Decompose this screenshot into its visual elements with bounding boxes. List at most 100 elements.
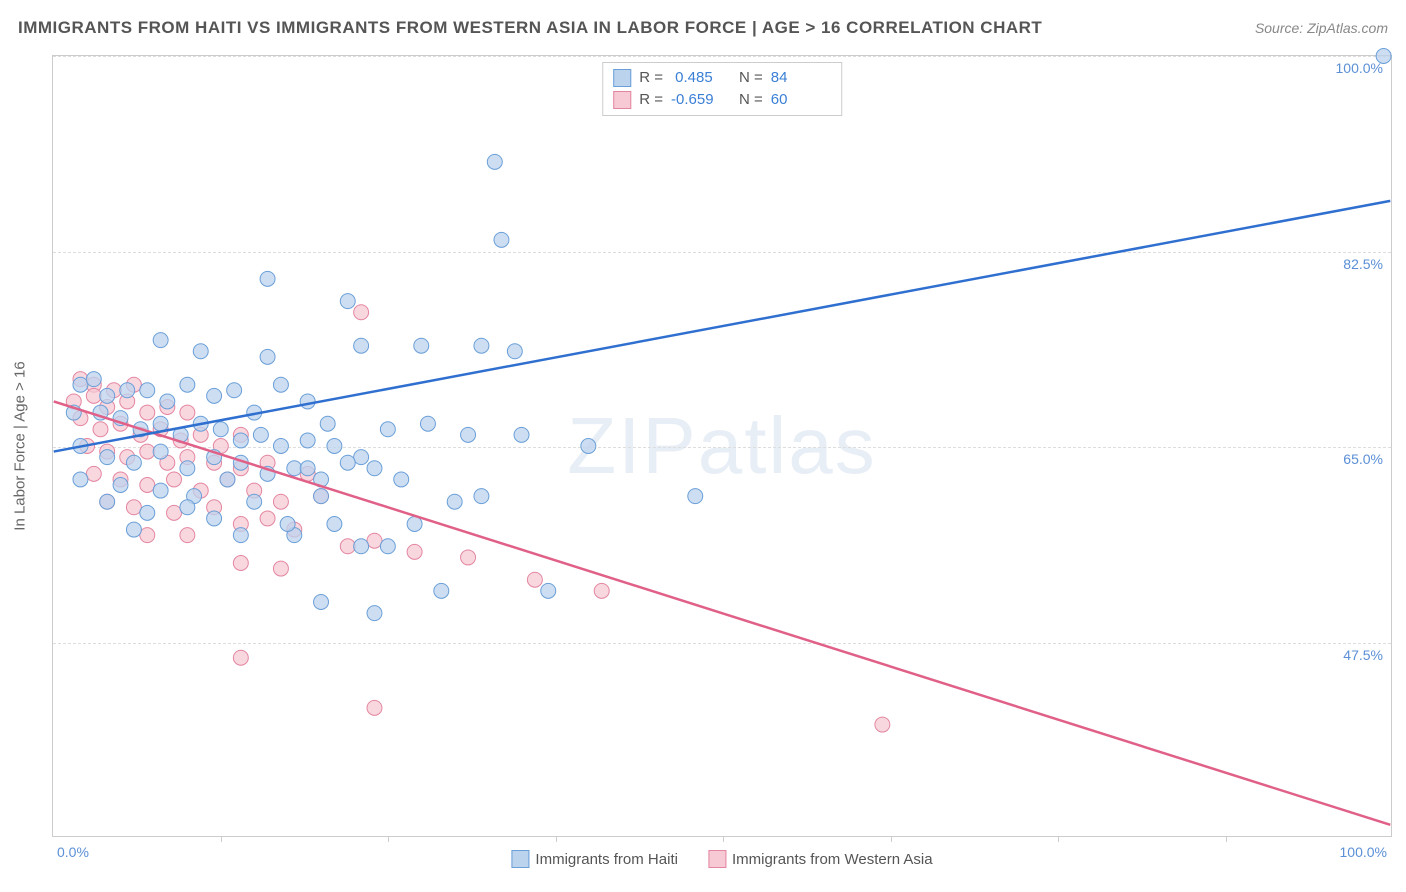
x-tick-mark <box>1226 836 1227 842</box>
point-haiti <box>354 338 369 353</box>
point-haiti <box>233 433 248 448</box>
point-haiti <box>180 377 195 392</box>
point-haiti <box>354 450 369 465</box>
point-haiti <box>100 450 115 465</box>
point-wasia <box>140 528 155 543</box>
point-haiti <box>541 583 556 598</box>
point-wasia <box>407 544 422 559</box>
point-haiti <box>73 472 88 487</box>
point-haiti <box>300 394 315 409</box>
point-wasia <box>126 500 141 515</box>
scatter-plot: ZIPatlas 47.5%65.0%82.5%100.0% R = 0.485… <box>52 55 1392 837</box>
x-tick-mark <box>556 836 557 842</box>
point-haiti <box>213 422 228 437</box>
point-wasia <box>273 494 288 509</box>
trendline-wasia <box>54 401 1391 824</box>
point-haiti <box>273 439 288 454</box>
x-tick-0: 0.0% <box>57 844 89 860</box>
point-haiti <box>507 344 522 359</box>
point-haiti <box>327 517 342 532</box>
point-wasia <box>273 561 288 576</box>
point-haiti <box>100 388 115 403</box>
r-label: R = <box>639 67 663 89</box>
legend-item-wasia: Immigrants from Western Asia <box>708 850 933 868</box>
n-label: N = <box>739 89 763 111</box>
point-haiti <box>320 416 335 431</box>
point-wasia <box>86 388 101 403</box>
swatch-haiti <box>511 850 529 868</box>
point-haiti <box>407 517 422 532</box>
point-wasia <box>93 422 108 437</box>
swatch-wasia <box>613 91 631 109</box>
y-axis-title: In Labor Force | Age > 16 <box>12 361 29 530</box>
legend-row-wasia: R = -0.659 N = 60 <box>613 89 831 111</box>
r-value-haiti: 0.485 <box>671 67 731 89</box>
point-haiti <box>126 455 141 470</box>
point-haiti <box>354 539 369 554</box>
point-wasia <box>527 572 542 587</box>
point-haiti <box>207 511 222 526</box>
point-haiti <box>260 271 275 286</box>
point-haiti <box>340 455 355 470</box>
point-haiti <box>314 489 329 504</box>
chart-title: IMMIGRANTS FROM HAITI VS IMMIGRANTS FROM… <box>18 18 1042 38</box>
point-wasia <box>233 556 248 571</box>
point-haiti <box>140 383 155 398</box>
point-haiti <box>380 539 395 554</box>
point-haiti <box>227 383 242 398</box>
x-tick-mark <box>891 836 892 842</box>
n-value-wasia: 60 <box>771 89 831 111</box>
point-haiti <box>514 427 529 442</box>
point-wasia <box>340 539 355 554</box>
x-tick-mark <box>1058 836 1059 842</box>
point-haiti <box>86 372 101 387</box>
point-haiti <box>414 338 429 353</box>
trendline-haiti <box>54 201 1391 452</box>
point-haiti <box>380 422 395 437</box>
point-haiti <box>280 517 295 532</box>
point-wasia <box>367 533 382 548</box>
series-legend: Immigrants from Haiti Immigrants from We… <box>511 850 932 868</box>
point-haiti <box>1376 49 1391 64</box>
point-haiti <box>153 416 168 431</box>
point-haiti <box>461 427 476 442</box>
source-attribution: Source: ZipAtlas.com <box>1255 20 1388 36</box>
plot-svg <box>53 56 1391 836</box>
point-haiti <box>688 489 703 504</box>
point-haiti <box>300 433 315 448</box>
correlation-legend: R = 0.485 N = 84 R = -0.659 N = 60 <box>602 62 842 116</box>
point-wasia <box>461 550 476 565</box>
point-haiti <box>120 383 135 398</box>
point-haiti <box>153 333 168 348</box>
legend-label-wasia: Immigrants from Western Asia <box>732 851 933 868</box>
legend-item-haiti: Immigrants from Haiti <box>511 850 678 868</box>
point-haiti <box>340 294 355 309</box>
point-haiti <box>487 154 502 169</box>
point-haiti <box>153 483 168 498</box>
n-label: N = <box>739 67 763 89</box>
point-haiti <box>180 461 195 476</box>
point-wasia <box>180 528 195 543</box>
point-wasia <box>594 583 609 598</box>
point-haiti <box>260 349 275 364</box>
point-haiti <box>193 344 208 359</box>
x-tick-mark <box>723 836 724 842</box>
point-haiti <box>207 388 222 403</box>
point-wasia <box>367 700 382 715</box>
point-wasia <box>140 478 155 493</box>
point-haiti <box>233 528 248 543</box>
point-haiti <box>394 472 409 487</box>
point-haiti <box>160 394 175 409</box>
swatch-wasia <box>708 850 726 868</box>
point-haiti <box>73 377 88 392</box>
r-value-wasia: -0.659 <box>671 89 731 111</box>
point-haiti <box>220 472 235 487</box>
n-value-haiti: 84 <box>771 67 831 89</box>
point-haiti <box>247 494 262 509</box>
point-haiti <box>253 427 268 442</box>
point-wasia <box>140 405 155 420</box>
point-haiti <box>113 478 128 493</box>
legend-label-haiti: Immigrants from Haiti <box>535 851 678 868</box>
point-wasia <box>167 472 182 487</box>
x-tick-mark <box>388 836 389 842</box>
